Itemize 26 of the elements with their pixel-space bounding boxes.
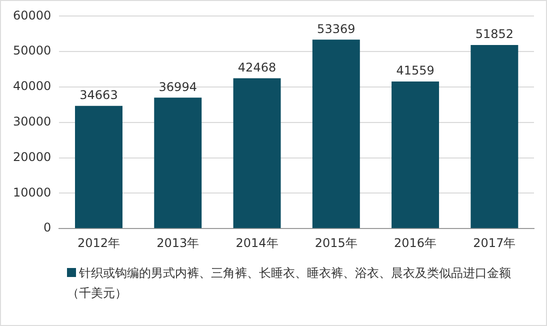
bar — [312, 40, 360, 228]
data-label: 53369 — [317, 22, 356, 36]
bar — [470, 45, 518, 228]
y-tick-label: 40000 — [12, 79, 52, 94]
x-tick-label: 2012年 — [77, 236, 120, 250]
y-tick-label: 0 — [44, 220, 52, 235]
x-tick-label: 2017年 — [473, 236, 516, 250]
y-tick-label: 60000 — [12, 8, 52, 22]
bar — [154, 98, 202, 228]
y-tick-label: 50000 — [12, 44, 52, 58]
x-tick-label: 2016年 — [394, 236, 437, 250]
y-tick-label: 10000 — [12, 185, 52, 200]
bar — [75, 106, 122, 228]
bar — [233, 78, 281, 228]
data-label: 34663 — [80, 88, 118, 102]
x-tick-label: 2013年 — [156, 236, 200, 250]
x-tick-label: 2014年 — [236, 236, 278, 250]
data-label: 41559 — [396, 64, 434, 78]
x-tick-label: 2015年 — [314, 236, 358, 250]
data-label: 36994 — [158, 80, 197, 94]
data-label: 51852 — [475, 27, 514, 42]
y-tick-label: 30000 — [12, 114, 52, 129]
data-label: 42468 — [238, 60, 276, 74]
bar — [392, 81, 440, 228]
legend-label: 针织或钩编的男式内裤、三角裤、长睡衣、睡衣裤、浴衣、晨衣及类似品进口金额（千美元） — [67, 265, 512, 302]
y-tick-label: 20000 — [12, 150, 52, 164]
